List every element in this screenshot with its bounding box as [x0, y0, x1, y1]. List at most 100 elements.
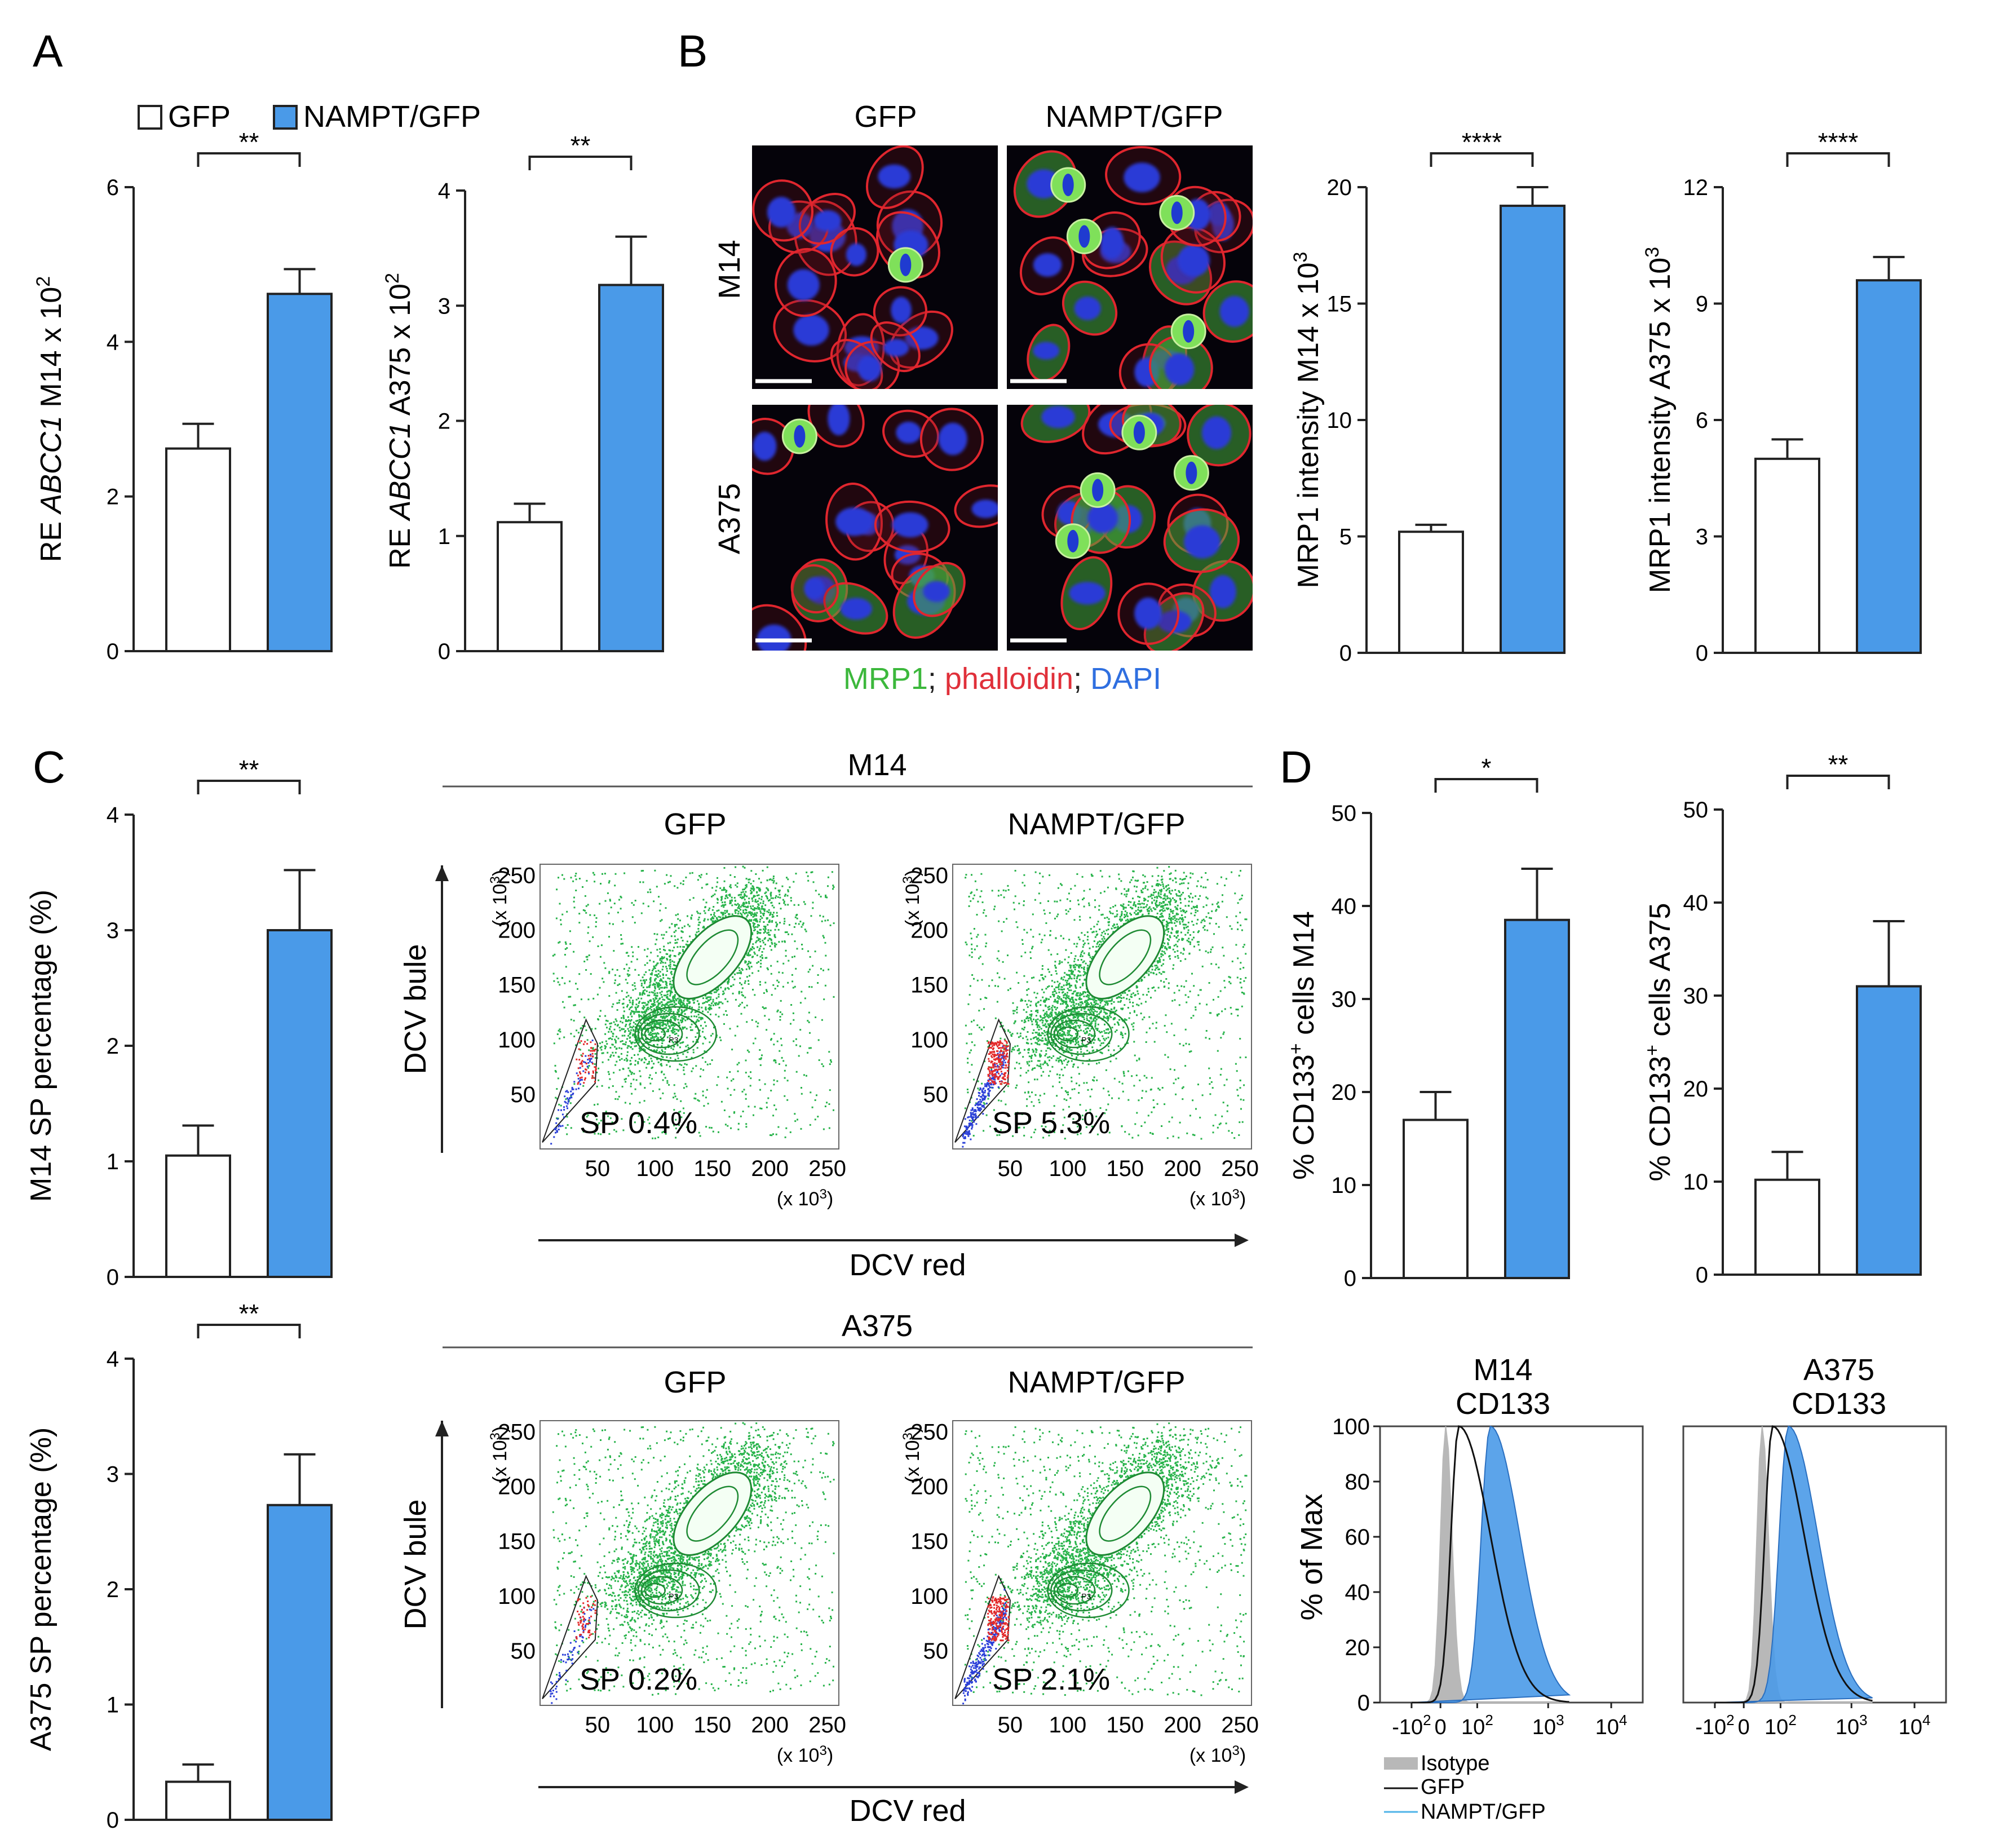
bar-nampt — [598, 284, 664, 652]
flow-x-tick: 150 — [1106, 1713, 1144, 1738]
unit-sup: 3 — [900, 876, 916, 883]
micro-nucleus — [1164, 353, 1195, 386]
micro-nucleus — [1157, 610, 1192, 634]
flow-sp-value: SP 2.1% — [992, 1663, 1110, 1696]
caption-dapi: DAPI — [1090, 662, 1161, 696]
unit-part: (x 10 — [1189, 1188, 1232, 1210]
flow-y-unit: (x 103) — [900, 1426, 923, 1483]
flow-cytometry-panel: M14 DCV bule DCV red GFP P3 SP 0.4% 50 100 150 20… — [399, 748, 1259, 1828]
flow-contour — [1085, 1471, 1165, 1556]
hist-legend-nampt: NAMPT/GFP — [1421, 1800, 1546, 1824]
flow-gate-label: P3 — [1081, 1592, 1091, 1601]
hist-x-tick-label: 103 — [1836, 1712, 1868, 1739]
tick-base: 10 — [1461, 1716, 1485, 1739]
significance-bracket — [197, 152, 301, 167]
flow-contour — [1099, 929, 1152, 985]
flow-contour — [673, 1471, 753, 1556]
y-tick-label: 40 — [1683, 891, 1709, 916]
flow-events — [964, 866, 1248, 1140]
significance-bracket — [1786, 775, 1890, 789]
micro-nucleus — [1133, 421, 1145, 444]
unit-part: (x 10 — [902, 1440, 923, 1483]
flow-x-label: DCV red — [849, 1248, 966, 1282]
bar-nampt — [1856, 985, 1922, 1276]
flow-x-tick: 200 — [751, 1713, 789, 1738]
flow-y-unit: (x 103) — [488, 1426, 511, 1483]
flow-x-tick: 100 — [1049, 1713, 1086, 1738]
significance-label: **** — [1462, 127, 1502, 157]
y-tick-label: 12 — [1683, 175, 1709, 200]
caption-sep: ; — [928, 662, 945, 696]
tick-sup: 4 — [1922, 1712, 1930, 1728]
hist-nampt — [1714, 1425, 1873, 1703]
y-label-part: M14 SP percentage (%) — [25, 890, 58, 1202]
micro-nucleus — [900, 253, 912, 276]
tick-sup: 2 — [1788, 1712, 1796, 1728]
y-tick-label: 20 — [1327, 175, 1352, 200]
micro-row-m14: M14 — [713, 240, 746, 299]
y-axis-label: RE ABCC1 M14 x 102 — [33, 276, 68, 562]
flow-events — [552, 1422, 835, 1696]
flow-contour — [638, 1569, 700, 1612]
unit-part: (x 10 — [1189, 1745, 1232, 1766]
y-tick-label: 50 — [1683, 798, 1709, 823]
micro-nucleus — [1124, 162, 1160, 192]
hist-x-tick-label: 104 — [1899, 1712, 1931, 1739]
significance-bracket — [197, 1324, 301, 1338]
significance-bracket — [528, 156, 633, 170]
flow-y-tick: 100 — [910, 1028, 948, 1053]
flow-x-tick: 250 — [1221, 1713, 1259, 1738]
caption-phalloidin: phalloidin — [945, 662, 1073, 696]
significance-label: ** — [1828, 750, 1849, 779]
micro-nucleus — [1067, 529, 1079, 552]
bar-gfp — [1403, 1118, 1469, 1279]
micro-nucleus — [1092, 479, 1104, 502]
bar-gfp — [165, 1780, 231, 1821]
unit-part: ) — [489, 1426, 511, 1433]
hist-y-label: % of Max — [1295, 1493, 1329, 1620]
y-tick-label: 0 — [107, 639, 119, 664]
micro-col-gfp: GFP — [854, 100, 917, 134]
flow-x-tick: 250 — [808, 1713, 846, 1738]
micro-nucleus — [923, 581, 950, 602]
flow-x-arrowhead — [1235, 1234, 1249, 1247]
tick-base: 0 — [1435, 1716, 1447, 1739]
flow-contour — [673, 915, 753, 1000]
unit-part: (x 10 — [902, 884, 923, 927]
unit-part: ) — [1240, 1188, 1246, 1210]
y-axis-label: % CD133+ cells M14 — [1285, 911, 1320, 1180]
sp-gate — [954, 1018, 1011, 1143]
bar-nampt — [1856, 279, 1922, 654]
sp-gate — [542, 1575, 598, 1700]
hist-legend-isotype-swatch — [1384, 1757, 1418, 1770]
y-tick-label: 2 — [107, 485, 119, 510]
flow-contour — [644, 1026, 666, 1042]
tick-sup: 2 — [1485, 1712, 1493, 1728]
y-tick-label: 4 — [107, 1347, 119, 1372]
micro-nucleus — [1041, 405, 1075, 428]
y-tick-label: 10 — [1683, 1170, 1709, 1195]
hist-x-tick-label: -102 — [1392, 1712, 1431, 1739]
y-tick-label: 1 — [107, 1150, 119, 1174]
flow-y-tick: 150 — [910, 1529, 948, 1554]
flow-events — [552, 865, 835, 1139]
y-axis-label: % CD133+ cells A375 — [1642, 903, 1677, 1182]
flow-sp-events-red — [987, 1040, 1010, 1085]
flow-y-tick: 250 — [498, 863, 536, 888]
bar-nampt — [1500, 205, 1566, 655]
significance-label: ** — [571, 131, 591, 160]
bar-nampt — [1504, 918, 1570, 1279]
unit-part: ) — [902, 1426, 923, 1433]
flow-contour — [644, 1582, 666, 1598]
flow-plot-label: NAMPT/GFP — [1007, 807, 1185, 841]
legend-nampt-swatch — [273, 105, 298, 130]
unit-sup: 3 — [488, 876, 503, 883]
micro-nucleus — [857, 355, 882, 382]
group-legend: GFP NAMPT/GFP — [138, 100, 481, 134]
panel-letter-a: A — [33, 26, 63, 76]
hist-gfp — [1714, 1425, 1873, 1704]
micro-nucleus — [1074, 296, 1101, 320]
flow-sp-events-blue — [549, 1607, 595, 1704]
flow-contour — [1053, 1019, 1096, 1049]
